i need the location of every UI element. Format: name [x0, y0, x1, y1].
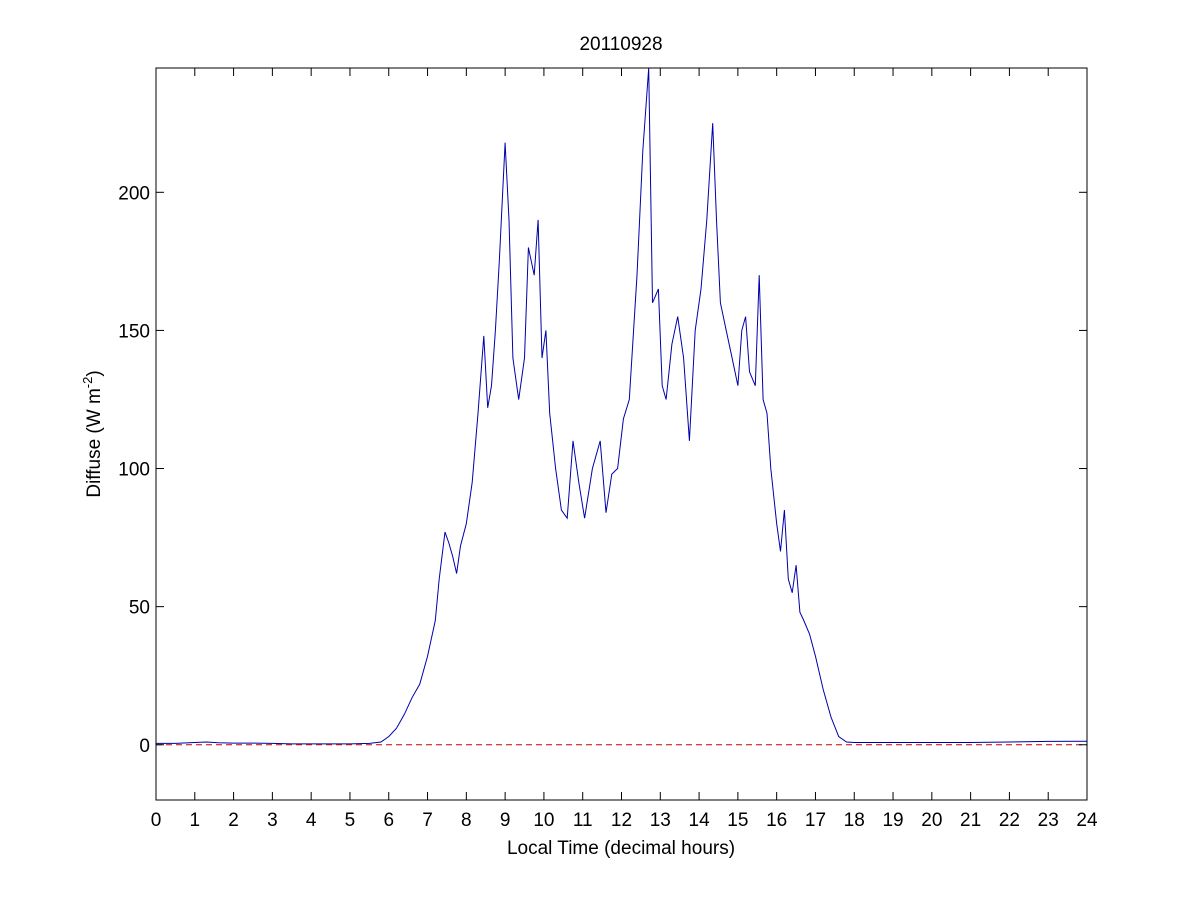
- x-tick-label: 24: [1076, 810, 1098, 831]
- x-tick-label: 0: [151, 810, 162, 831]
- x-axis-title: Local Time (decimal hours): [507, 838, 735, 859]
- x-tick-label: 14: [689, 810, 711, 831]
- x-tick-label: 23: [1038, 810, 1059, 831]
- x-tick-label: 22: [999, 810, 1020, 831]
- x-tick-label: 10: [533, 810, 554, 831]
- chart-title: 20110928: [579, 34, 662, 55]
- diffuse-series-line: [156, 67, 1088, 745]
- y-axis-title-main: Diffuse (W m: [84, 388, 105, 497]
- y-axis-title-close: ): [84, 370, 105, 376]
- x-tick-label: 8: [461, 810, 472, 831]
- x-tick-label: 9: [500, 810, 511, 831]
- x-tick-label: 15: [727, 810, 748, 831]
- y-tick-label: 200: [118, 183, 150, 204]
- y-axis-title-sup: -2: [80, 377, 95, 389]
- x-tick-label: 16: [766, 810, 787, 831]
- x-tick-label: 13: [650, 810, 671, 831]
- x-tick-label: 3: [267, 810, 278, 831]
- x-tick-label: 4: [306, 810, 317, 831]
- axis-ticks: 0 1 2 3 4 5 6 7 8 9 10 11 12 13 14 15 16 17 18 19 20 21 22 23 24…: [118, 68, 1098, 831]
- x-tick-label: 19: [882, 810, 903, 831]
- x-tick-label: 5: [345, 810, 356, 831]
- y-tick-label: 50: [129, 598, 150, 619]
- x-tick-label: 6: [383, 810, 394, 831]
- x-tick-label: 21: [960, 810, 981, 831]
- x-tick-label: 7: [422, 810, 433, 831]
- y-axis-title: Diffuse (W m-2): [80, 370, 105, 497]
- y-tick-label: 100: [118, 460, 150, 481]
- x-tick-label: 1: [190, 810, 201, 831]
- plot-area: [156, 67, 1088, 746]
- y-tick-label: 0: [139, 736, 150, 757]
- x-tick-label: 20: [921, 810, 942, 831]
- x-tick-label: 12: [611, 810, 632, 831]
- x-tick-label: 11: [573, 810, 593, 831]
- x-tick-label: 17: [805, 810, 826, 831]
- y-tick-label: 150: [118, 321, 150, 342]
- x-tick-label: 2: [228, 810, 239, 831]
- x-tick-label: 18: [844, 810, 865, 831]
- plot-frame: [155, 67, 1088, 801]
